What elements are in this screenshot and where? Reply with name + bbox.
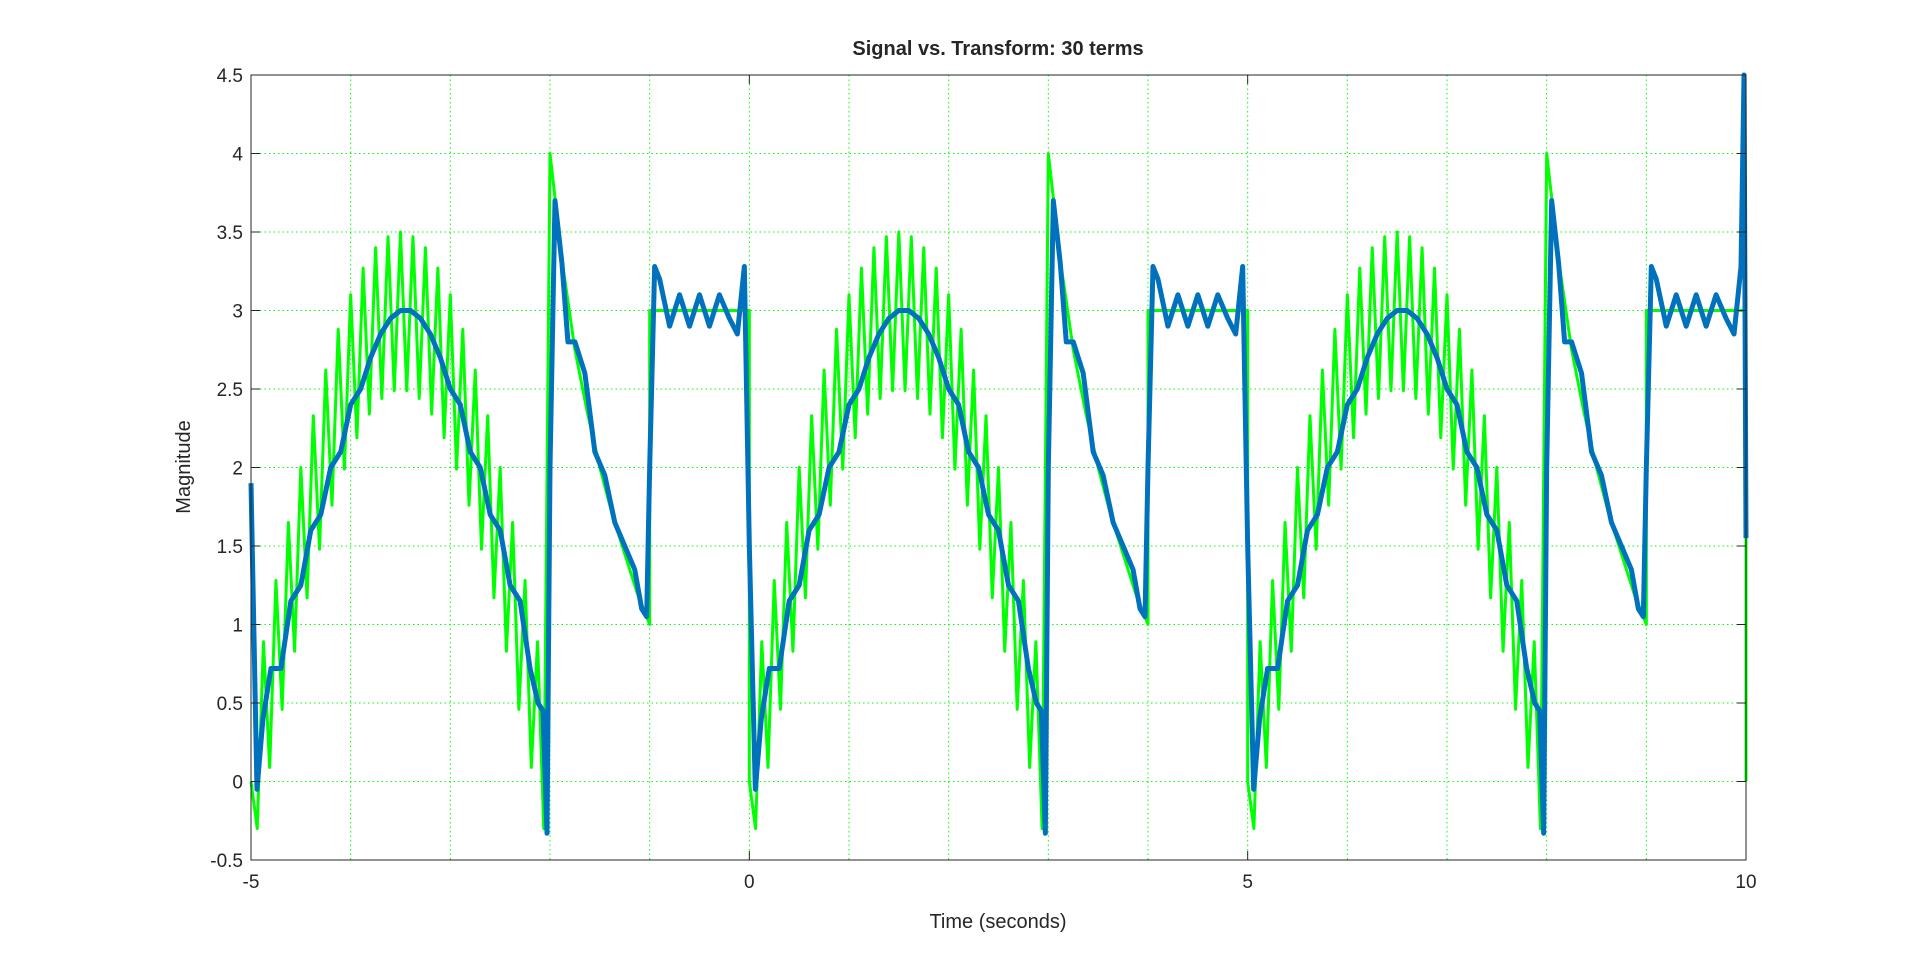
chart-title: Signal vs. Transform: 30 terms xyxy=(852,38,1143,60)
y-tick-label: 1.5 xyxy=(217,537,243,558)
y-tick-label: 3.5 xyxy=(217,223,243,244)
y-tick-label: 2.5 xyxy=(217,380,243,401)
series-line xyxy=(248,72,1749,836)
x-tick-label: 0 xyxy=(744,872,755,893)
y-tick-label: 4.5 xyxy=(217,66,243,87)
x-tick-label: -5 xyxy=(243,872,260,893)
x-tick-label: 10 xyxy=(1735,872,1756,893)
y-tick-label: 2 xyxy=(232,459,243,480)
y-tick-label: 3 xyxy=(232,302,243,323)
y-tick-label: 0.5 xyxy=(217,694,243,715)
x-tick-label: 5 xyxy=(1242,872,1253,893)
axes: -5 0 5 10 -0.5 0 0.5 1 1.5 2 2.5 3 3.5 4 4.5 xyxy=(210,66,1756,893)
y-tick-label: 1 xyxy=(232,616,243,637)
y-tick-label: 4 xyxy=(232,145,243,166)
x-axis-label: Time (seconds) xyxy=(929,911,1066,933)
y-tick-label: 0 xyxy=(232,773,243,794)
lines xyxy=(248,72,1749,836)
axes-box xyxy=(250,74,1747,861)
y-axis-label: Magnitude xyxy=(173,420,195,513)
y-tick-label: -0.5 xyxy=(210,851,243,872)
